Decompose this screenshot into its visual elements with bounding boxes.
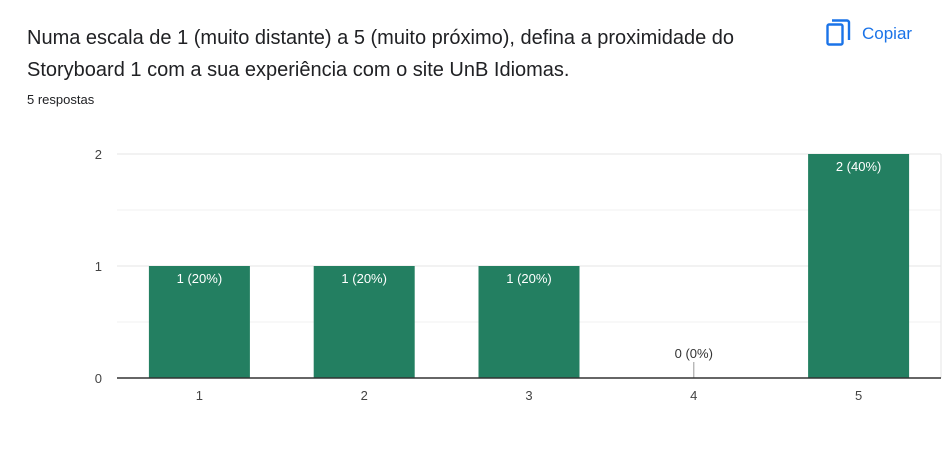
x-tick-label: 4 <box>690 388 697 403</box>
chart-bars <box>148 154 910 378</box>
bar <box>808 154 910 378</box>
question-title: Numa escala de 1 (muito distante) a 5 (m… <box>27 27 735 81</box>
data-label: 2 (40%) <box>836 159 882 174</box>
x-tick-label: 1 <box>196 388 203 403</box>
copy-icon <box>826 18 852 50</box>
x-tick-label: 5 <box>855 388 862 403</box>
bar <box>148 266 250 378</box>
bar <box>313 266 415 378</box>
copy-button-label: Copiar <box>862 24 913 43</box>
bar <box>478 266 580 378</box>
copy-button[interactable]: Copiar <box>818 14 930 54</box>
data-label: 1 (20%) <box>177 271 223 286</box>
chart-labels: 0 1 2 1 (20%) 1 1 (20%) 2 1 (20%) 3 0 (0%) 4 2 (40%… <box>95 147 941 403</box>
data-label: 0 (0%) <box>675 346 713 361</box>
y-tick-label: 1 <box>95 259 102 274</box>
x-tick-label: 2 <box>361 388 368 403</box>
y-tick-label: 0 <box>95 371 102 386</box>
x-tick-label: 3 <box>525 388 532 403</box>
y-tick-label: 2 <box>95 147 102 162</box>
data-label: 1 (20%) <box>506 271 552 286</box>
data-label: 1 (20%) <box>341 271 387 286</box>
response-count: 5 respostas <box>27 92 95 107</box>
